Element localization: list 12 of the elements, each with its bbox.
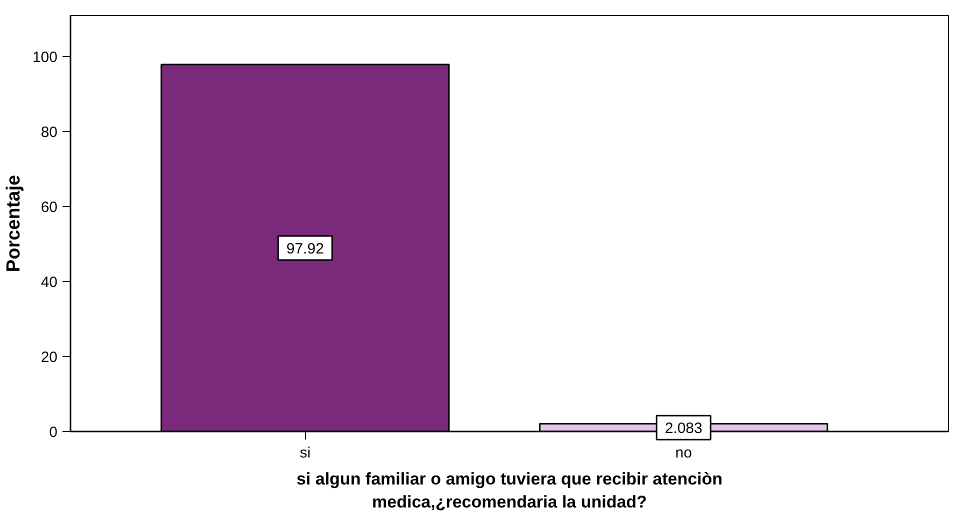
x-tick-label: si	[300, 444, 311, 462]
data-label: 2.083	[664, 420, 702, 438]
y-tick-label: 60	[40, 199, 58, 216]
y-tick-label: 80	[40, 124, 58, 142]
y-tick-label: 100	[32, 49, 58, 66]
data-label: 97.92	[286, 240, 324, 258]
x-axis-title: si algun familiar o amigo tuviera que recibir atenciòn medica,¿recomendaria la unidad?	[296, 470, 723, 512]
y-axis-title: Porcentaje	[3, 174, 24, 272]
y-tick-label: 20	[40, 349, 58, 366]
y-tick-label: 0	[49, 424, 58, 441]
x-tick-label: no	[675, 444, 692, 462]
y-tick-label: 40	[40, 274, 58, 292]
